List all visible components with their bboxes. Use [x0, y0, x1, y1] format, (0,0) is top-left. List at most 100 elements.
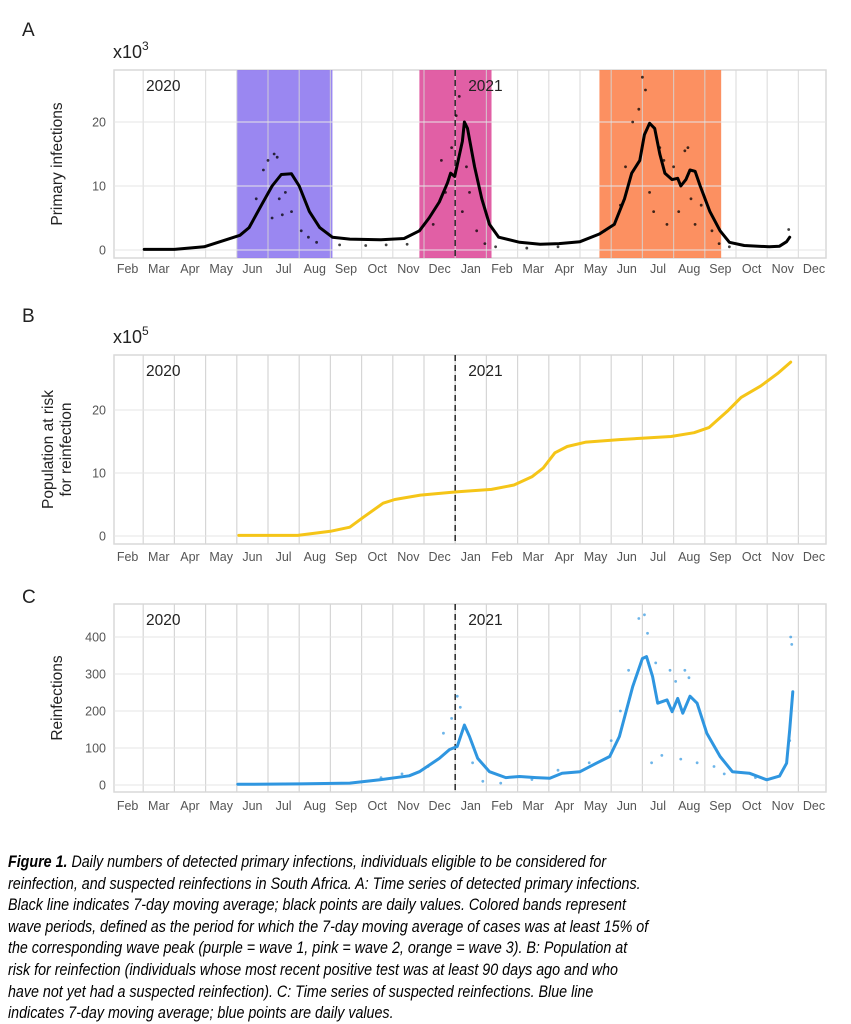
daily-value-point — [530, 778, 534, 781]
plot-area — [113, 354, 827, 545]
y-tick-label: 0 — [99, 779, 106, 793]
daily-value-point — [475, 229, 479, 233]
y-tick-label: 100 — [85, 742, 106, 756]
x-tick-label: Feb — [117, 550, 139, 564]
y-axis-title: Reinfections — [49, 655, 66, 741]
x-tick-label: Sep — [709, 262, 731, 276]
multiplier-exponent: 5 — [142, 324, 149, 338]
multiplier-exponent: 3 — [142, 39, 149, 53]
panel-label: A — [22, 20, 35, 41]
daily-value-point — [261, 168, 265, 172]
daily-value-point — [650, 761, 654, 765]
daily-value-point — [727, 245, 731, 249]
x-tick-label: Aug — [678, 799, 700, 813]
series-line-7-day-moving-average — [236, 655, 795, 786]
daily-value-point — [290, 210, 293, 214]
daily-value-point — [439, 159, 443, 162]
year-label: 2021 — [468, 78, 502, 95]
daily-value-point — [458, 705, 462, 709]
caption-line: reinfection, and suspected reinfections … — [8, 873, 641, 893]
x-tick-label: Jun — [242, 550, 262, 564]
x-tick-label: Mar — [522, 262, 544, 276]
panel-label: C — [22, 587, 36, 608]
caption-line: wave periods, defined as the period for … — [8, 916, 649, 936]
x-tick-label: Jul — [650, 799, 666, 813]
daily-value-point — [668, 668, 672, 672]
axis-multiplier: x103 — [113, 39, 149, 62]
daily-value-point — [674, 680, 678, 683]
x-tick-label: Mar — [148, 550, 170, 564]
x-tick-label: Feb — [117, 262, 139, 276]
daily-value-point — [384, 243, 388, 247]
x-tick-label: Apr — [180, 799, 199, 813]
daily-value-point — [662, 159, 666, 162]
x-tick-label: Oct — [742, 550, 762, 564]
daily-value-point — [587, 761, 591, 765]
daily-value-point — [624, 165, 627, 169]
daily-value-point — [299, 229, 303, 233]
x-tick-label: Sep — [335, 550, 357, 564]
x-tick-label: Jun — [242, 262, 262, 276]
daily-value-point — [710, 229, 714, 233]
x-tick-label: Apr — [555, 262, 574, 276]
daily-value-point — [609, 739, 613, 742]
daily-value-point — [465, 165, 468, 169]
daily-value-point — [686, 146, 690, 150]
daily-value-point — [689, 197, 693, 201]
daily-value-point — [660, 754, 664, 757]
y-axis-title: Population at risk — [40, 390, 57, 509]
x-tick-label: Apr — [180, 550, 199, 564]
x-tick-label: Dec — [428, 799, 450, 813]
daily-value-point — [788, 739, 792, 742]
daily-value-point — [450, 146, 454, 150]
daily-value-point — [400, 772, 404, 776]
daily-value-point — [683, 149, 687, 153]
daily-value-point — [619, 709, 622, 713]
x-tick-label: Nov — [772, 550, 795, 564]
caption-line: indicates 7-day moving average; blue poi… — [8, 1003, 394, 1023]
daily-value-point — [457, 95, 461, 98]
daily-value-point — [683, 668, 687, 672]
daily-value-point — [454, 114, 458, 117]
y-tick-label: 20 — [92, 116, 106, 130]
daily-value-point — [790, 643, 794, 646]
daily-value-point — [658, 146, 662, 150]
daily-value-point — [789, 635, 793, 639]
daily-value-point — [483, 242, 487, 246]
caption-line: Figure 1. Daily numbers of detected prim… — [8, 851, 782, 873]
x-tick-label: Aug — [678, 550, 700, 564]
daily-value-point — [379, 776, 383, 779]
daily-value-point — [471, 761, 474, 765]
x-tick-label: Sep — [709, 550, 731, 564]
x-tick-label: Jun — [617, 799, 637, 813]
daily-value-point — [722, 772, 726, 776]
daily-value-point — [699, 203, 703, 207]
x-tick-label: May — [209, 550, 233, 564]
x-tick-label: Jun — [617, 550, 637, 564]
x-tick-label: Aug — [304, 262, 326, 276]
x-tick-label: Mar — [148, 799, 170, 813]
daily-value-point — [648, 191, 651, 194]
x-tick-label: Oct — [742, 799, 762, 813]
x-tick-label: Apr — [180, 262, 199, 276]
daily-value-point — [364, 244, 368, 247]
x-tick-label: Aug — [678, 262, 700, 276]
daily-value-point — [525, 246, 529, 250]
x-tick-label: Feb — [491, 550, 513, 564]
daily-value-point — [627, 668, 630, 672]
x-tick-label: Jan — [461, 799, 481, 813]
daily-value-point — [693, 223, 697, 226]
y-tick-label: 10 — [92, 180, 106, 194]
daily-value-point — [641, 75, 644, 79]
daily-value-point — [468, 191, 471, 194]
x-tick-label: Jun — [617, 262, 637, 276]
x-tick-label: Oct — [367, 550, 387, 564]
y-tick-label: 400 — [85, 631, 106, 645]
x-tick-label: Oct — [742, 262, 762, 276]
x-tick-label: May — [209, 799, 233, 813]
x-tick-label: Jan — [461, 550, 481, 564]
caption-figure-label: Figure 1. — [8, 852, 68, 871]
daily-value-point — [679, 757, 683, 761]
y-tick-label: 0 — [99, 530, 106, 544]
